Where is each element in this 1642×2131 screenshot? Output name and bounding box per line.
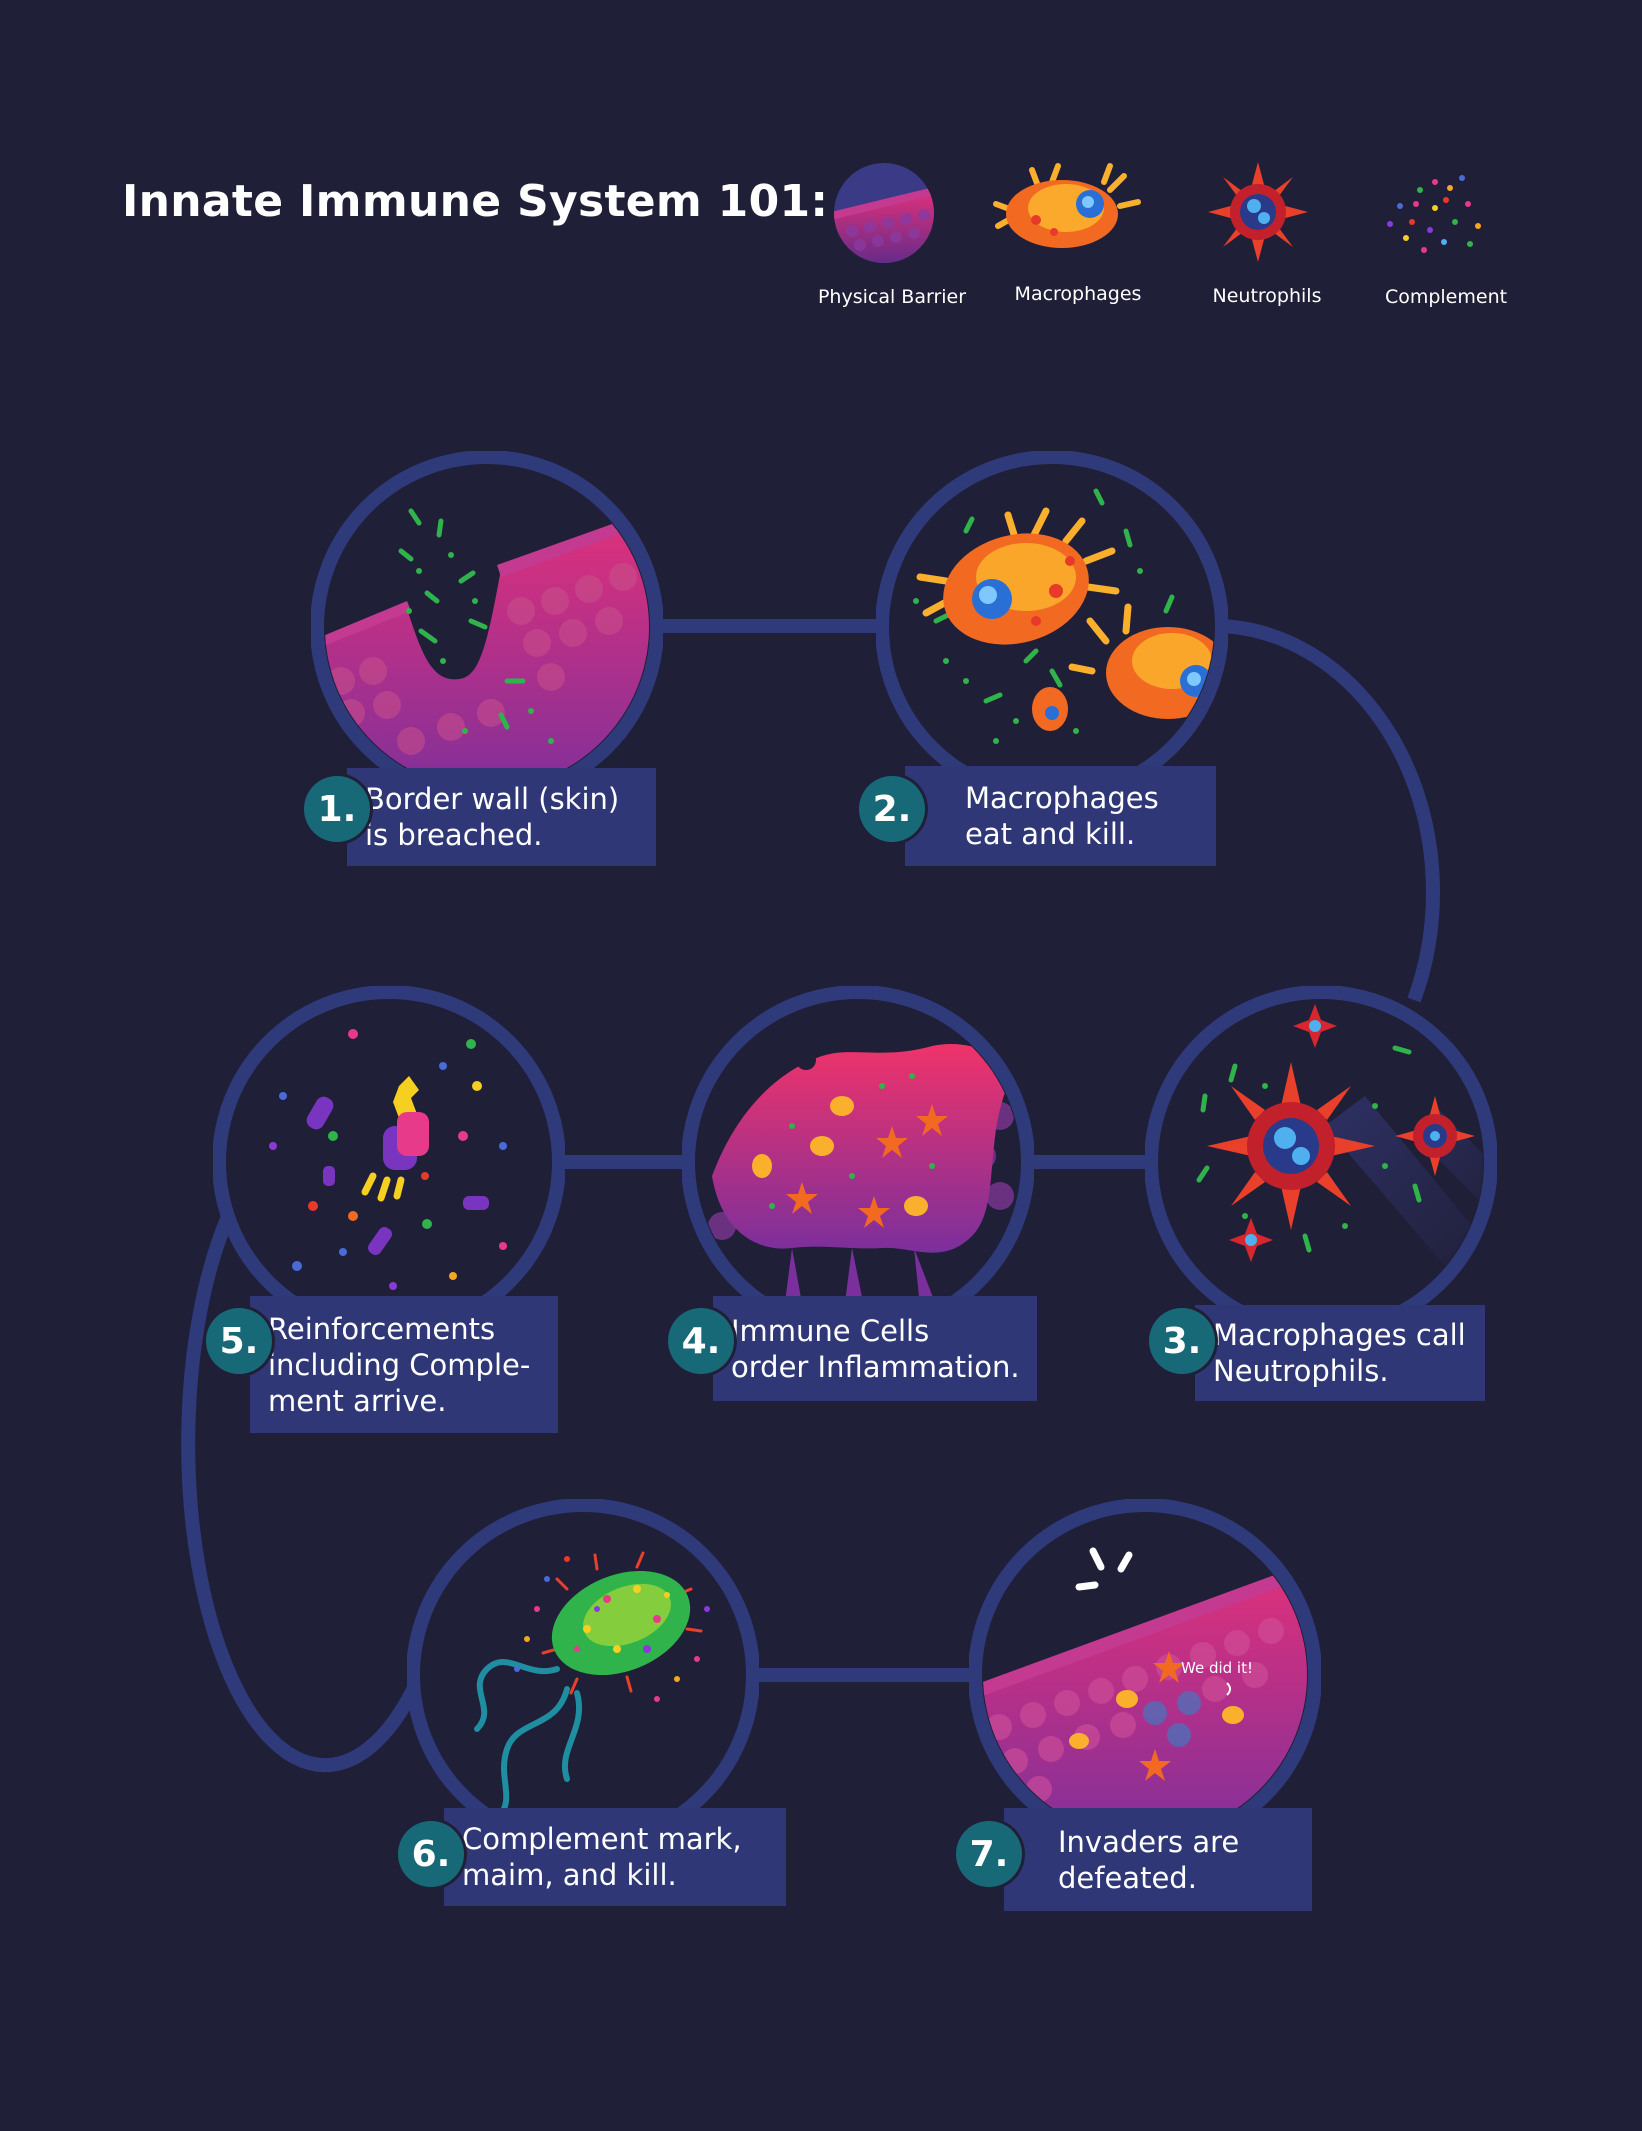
step-6-label: Complement mark, maim, and kill. <box>444 1808 786 1906</box>
step-5-illustration <box>213 986 565 1338</box>
legend-label-physical-barrier: Physical Barrier <box>817 286 967 308</box>
legend-label-complement: Complement <box>1384 286 1508 308</box>
step-2-badge: 2. <box>859 776 925 842</box>
step-2-illustration <box>876 451 1228 803</box>
step-4-badge: 4. <box>668 1308 734 1374</box>
step-3-illustration <box>1145 986 1497 1338</box>
step-7-label: Invaders are defeated. <box>1004 1808 1312 1911</box>
complement-icon <box>1387 175 1481 253</box>
step-5-label: Reinforcements including Comple- ment ar… <box>250 1296 558 1433</box>
step-6-illustration <box>407 1499 759 1851</box>
step-3-label: Macrophages call Neutrophils. <box>1195 1305 1485 1401</box>
neutrophil-icon <box>1208 162 1308 262</box>
physical-barrier-icon <box>834 163 934 263</box>
step-1-label: Border wall (skin) is breached. <box>347 768 656 866</box>
legend-label-neutrophils: Neutrophils <box>1212 285 1322 307</box>
macrophage-icon <box>993 163 1141 248</box>
step-7-illustration: We did it! <box>969 1499 1321 1851</box>
step-2-label: Macrophages eat and kill. <box>905 766 1216 866</box>
step-6-badge: 6. <box>398 1821 464 1887</box>
speech-text: We did it! <box>1181 1659 1253 1677</box>
step-5-badge: 5. <box>206 1308 272 1374</box>
page-title: Innate Immune System 101: <box>122 176 829 227</box>
step-3-badge: 3. <box>1149 1308 1215 1374</box>
legend-label-macrophages: Macrophages <box>1014 283 1142 305</box>
step-4-label: Immune Cells order Inflammation. <box>713 1296 1037 1401</box>
step-1-badge: 1. <box>304 776 370 842</box>
step-1-illustration <box>311 451 663 803</box>
step-4-illustration <box>682 986 1034 1338</box>
step-7-badge: 7. <box>956 1821 1022 1887</box>
